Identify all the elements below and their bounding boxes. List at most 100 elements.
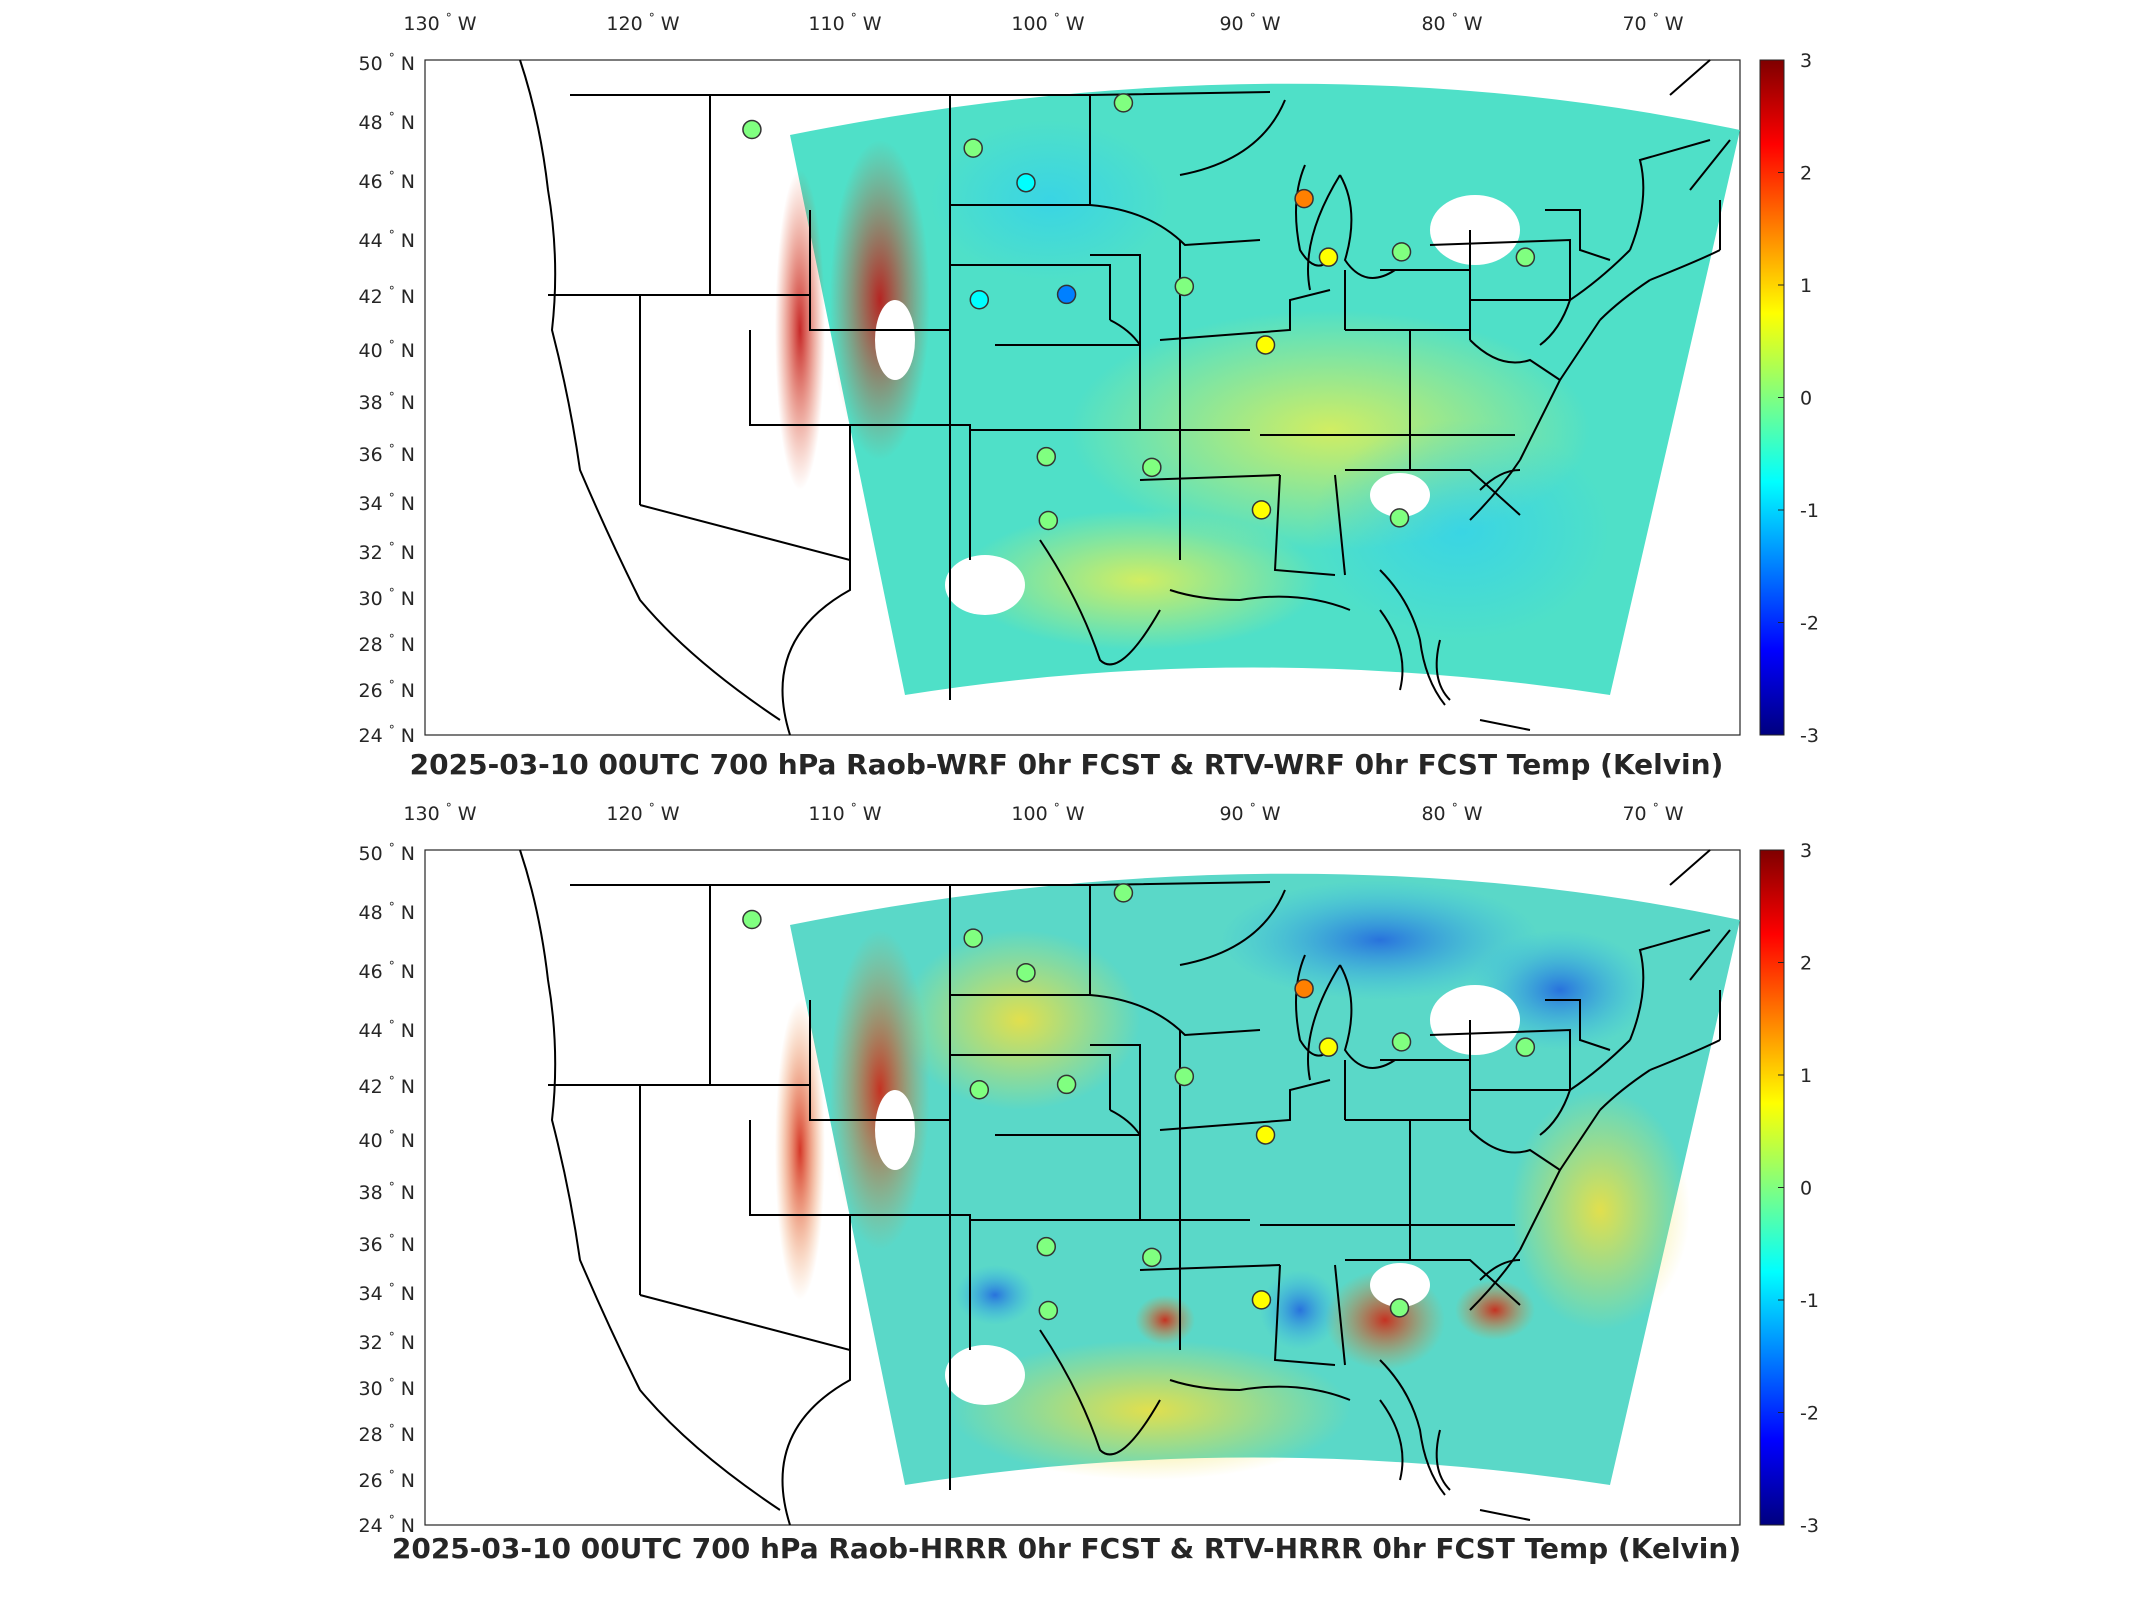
colorbar-tick-label: 3 [1800,50,1812,72]
lat-tick-label: 26 ° N [359,678,415,702]
raob-station-marker [742,909,762,930]
raob-markers [742,883,1536,1321]
lon-tick-label: 110 ° W [808,801,881,825]
raob-station-marker [1294,188,1314,209]
lat-tick-label: 40 ° N [359,338,415,362]
raob-station-marker [1391,1032,1412,1052]
raob-markers [742,93,1536,531]
lat-tick-label: 38 ° N [359,390,415,414]
colorbar-tick-label: 3 [1800,840,1812,862]
map-panel-wrf: 3 2 1 0 -1 -2 -3 130 ° W 120 ° W 110 ° W 100 ° W 9… [359,11,1819,781]
lat-tick-label: 46 ° N [359,169,415,193]
raob-station-marker [1016,962,1036,983]
raob-station-marker [1318,247,1339,267]
colorbar-tick-label: 2 [1800,953,1812,975]
raob-station-marker [1036,1236,1057,1257]
raob-station-marker [1389,508,1410,528]
colorbar-tick-label: 0 [1800,1178,1812,1200]
lat-tick-label: 32 ° N [359,1330,415,1354]
lat-tick-label: 36 ° N [359,442,415,466]
lat-tick-label: 28 ° N [359,1422,415,1446]
raob-station-marker [1515,1037,1536,1057]
colorbar-tick-label: 1 [1800,1065,1812,1087]
lon-axis-labels: 130 ° W 120 ° W 110 ° W 100 ° W 90 ° W 80 ° W… [403,11,1683,35]
raob-station-marker [1174,276,1195,297]
map-panel-hrrr: 3 2 1 0 -1 -2 -3 130 ° W 120 ° W 110 ° W 100 ° W 9… [0,790,2133,1590]
lon-tick-label: 80 ° W [1421,801,1482,825]
lat-tick-label: 42 ° N [359,284,415,308]
raob-station-marker [1016,172,1036,193]
lon-tick-label: 80 ° W [1421,11,1482,35]
raob-station-marker [1174,1066,1195,1087]
panel-title: 2025-03-10 00UTC 700 hPa Raob-HRRR 0hr F… [391,1532,1742,1565]
lon-axis-labels: 130 ° W 120 ° W 110 ° W 100 ° W 90 ° W 80 ° W… [403,801,1683,825]
lat-tick-label: 44 ° N [359,228,415,252]
colorbar-tick-label: -3 [1800,1515,1819,1537]
colorbar-tick-label: -1 [1800,1290,1819,1312]
lon-tick-label: 130 ° W [403,11,476,35]
lat-tick-label: 34 ° N [359,491,415,515]
raob-station-marker [742,119,762,140]
colorbar-tick-label: 0 [1800,388,1812,410]
raob-station-marker [963,928,983,948]
raob-station-marker [969,1079,990,1100]
raob-station-marker [1038,1300,1059,1321]
raob-station-marker [1318,1037,1339,1057]
lon-tick-label: 100 ° W [1011,801,1084,825]
colorbar-ticks: 3 2 1 0 -1 -2 -3 [1778,840,1819,1537]
colorbar-tick-label: -1 [1800,500,1819,522]
state-borders [519,849,1731,1526]
colorbar-tick-label: 1 [1800,275,1812,297]
lat-tick-label: 50 ° N [359,51,415,75]
raob-station-marker [1038,510,1059,531]
lat-tick-label: 40 ° N [359,1128,415,1152]
map-canvas: 3 2 1 0 -1 -2 -3 130 ° W 120 ° W 110 ° W 100 ° W 9… [359,11,1819,747]
lat-tick-label: 48 ° N [359,110,415,134]
raob-station-marker [1255,335,1276,355]
map-canvas: 3 2 1 0 -1 -2 -3 130 ° W 120 ° W 110 ° W 100 ° W 9… [359,801,1819,1537]
lon-tick-label: 120 ° W [606,801,679,825]
lon-tick-label: 130 ° W [403,801,476,825]
lon-tick-label: 90 ° W [1219,801,1280,825]
lat-axis-labels: 50 ° N 48 ° N 46 ° N 44 ° N 42 ° N 40 ° N 38 °… [359,51,415,747]
lat-axis-labels: 50 ° N 48 ° N 46 ° N 44 ° N 42 ° N 40 ° N 38 °… [359,841,415,1537]
raob-station-marker [1251,500,1272,520]
raob-station-marker [1391,242,1412,262]
lat-tick-label: 38 ° N [359,1180,415,1204]
lat-tick-label: 30 ° N [359,1376,415,1400]
raob-station-marker [1142,1247,1162,1268]
raob-station-marker [963,138,983,158]
lat-tick-label: 48 ° N [359,900,415,924]
lat-tick-label: 42 ° N [359,1074,415,1098]
raob-station-marker [1515,247,1536,267]
lon-tick-label: 70 ° W [1622,11,1683,35]
raob-station-marker [1142,457,1162,478]
colorbar-tick-label: -2 [1800,1403,1819,1425]
lon-tick-label: 100 ° W [1011,11,1084,35]
panel-title: 2025-03-10 00UTC 700 hPa Raob-WRF 0hr FC… [409,748,1724,781]
lat-tick-label: 26 ° N [359,1468,415,1492]
raob-station-marker [1056,284,1077,305]
lon-tick-label: 120 ° W [606,11,679,35]
raob-station-marker [1251,1290,1272,1310]
state-borders [519,59,1731,736]
colorbar-tick-label: 2 [1800,163,1812,185]
lat-tick-label: 24 ° N [359,1513,415,1537]
raob-station-marker [1255,1125,1276,1145]
colorbar-ticks: 3 2 1 0 -1 -2 -3 [1778,50,1819,747]
lat-tick-label: 44 ° N [359,1018,415,1042]
raob-station-marker [1056,1074,1077,1095]
lon-tick-label: 90 ° W [1219,11,1280,35]
raob-station-marker [1389,1298,1410,1318]
raob-station-marker [1036,446,1057,467]
raob-station-marker [1294,978,1314,999]
lat-tick-label: 24 ° N [359,723,415,747]
lon-tick-label: 110 ° W [808,11,881,35]
temperature-difference-field [775,873,1740,1485]
temperature-difference-field [775,83,1740,695]
lat-tick-label: 32 ° N [359,540,415,564]
lat-tick-label: 50 ° N [359,841,415,865]
lat-tick-label: 36 ° N [359,1232,415,1256]
lat-tick-label: 46 ° N [359,959,415,983]
colorbar-tick-label: -3 [1800,725,1819,747]
